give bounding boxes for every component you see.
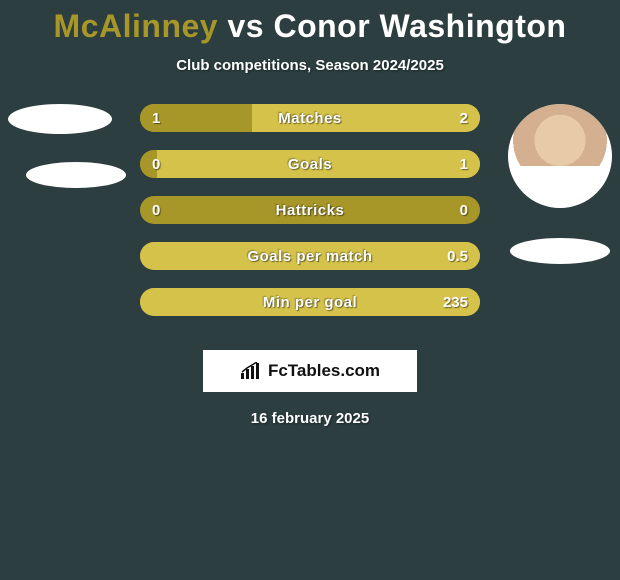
stat-value-left: 0 (152, 196, 160, 224)
brand-chart-icon (240, 362, 262, 380)
player2-face-icon (508, 104, 612, 208)
player2-avatar-area (508, 104, 612, 264)
stat-row: Min per goal235 (140, 288, 480, 316)
stat-label: Matches (140, 104, 480, 132)
player1-name: McAlinney (54, 8, 219, 44)
stat-value-left: 0 (152, 150, 160, 178)
stat-row: Goals0 1 (140, 150, 480, 178)
stat-value-right: 0.5 (447, 242, 468, 270)
stats-list: Matches12Goals01Hattricks00Goals per mat… (140, 104, 480, 334)
stat-label: Goals (140, 150, 480, 178)
player2-avatar (508, 104, 612, 208)
stat-value-right: 2 (460, 104, 468, 132)
player1-name-placeholder (26, 162, 126, 188)
vs-text: vs (218, 8, 273, 44)
stat-label: Goals per match (140, 242, 480, 270)
date-text: 16 february 2025 (0, 410, 620, 427)
stat-row: Goals per match0.5 (140, 242, 480, 270)
stat-row: Matches1 2 (140, 104, 480, 132)
brand-text: FcTables.com (268, 361, 380, 381)
page-title: McAlinney vs Conor Washington (0, 0, 620, 45)
comparison-body: Matches12Goals01Hattricks00Goals per mat… (0, 104, 620, 324)
stat-value-right: 0 (460, 196, 468, 224)
stat-row: Hattricks0 0 (140, 196, 480, 224)
player2-name: Conor Washington (273, 8, 566, 44)
stat-label: Min per goal (140, 288, 480, 316)
stat-label: Hattricks (140, 196, 480, 224)
brand-box: FcTables.com (203, 350, 417, 392)
player1-avatar-placeholder (8, 104, 112, 134)
player1-avatar-area (8, 104, 126, 188)
subtitle: Club competitions, Season 2024/2025 (0, 57, 620, 74)
stat-value-right: 1 (460, 150, 468, 178)
player2-name-placeholder (510, 238, 610, 264)
comparison-card: McAlinney vs Conor Washington Club compe… (0, 0, 620, 427)
stat-value-left: 1 (152, 104, 160, 132)
stat-value-right: 235 (443, 288, 468, 316)
